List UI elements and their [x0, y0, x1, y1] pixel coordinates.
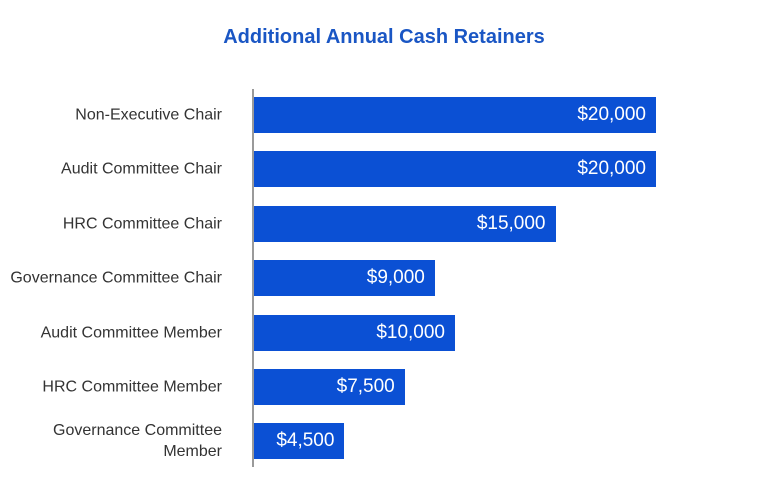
- bar: $15,000: [254, 205, 556, 242]
- category-label: Audit Committee Member: [40, 324, 222, 342]
- category-label: Audit Committee Chair: [61, 160, 222, 178]
- category-label: Governance Committee Chair: [10, 269, 222, 287]
- bar: $4,500: [254, 423, 345, 460]
- value-label: $20,000: [577, 104, 646, 125]
- axis-line: [252, 89, 254, 467]
- category-label: HRC Committee Member: [42, 378, 222, 396]
- value-label: $15,000: [476, 212, 546, 234]
- value-label: $4,500: [276, 430, 335, 452]
- value-label: $20,000: [577, 158, 646, 180]
- value-label: $10,000: [376, 321, 445, 343]
- value-label: $7,500: [336, 376, 395, 397]
- bar: $9,000: [254, 260, 435, 297]
- category-label: HRC Committee Chair: [62, 215, 222, 233]
- bar: $20,000: [254, 97, 656, 133]
- bar: $7,500: [254, 369, 405, 405]
- value-label: $9,000: [366, 267, 425, 289]
- bar: $10,000: [254, 314, 455, 351]
- category-label: Governance Committee Member: [53, 422, 222, 461]
- category-label: Non-Executive Chair: [75, 106, 222, 124]
- bar: $20,000: [254, 151, 656, 188]
- chart-title: Additional Annual Cash Retainers: [223, 26, 545, 48]
